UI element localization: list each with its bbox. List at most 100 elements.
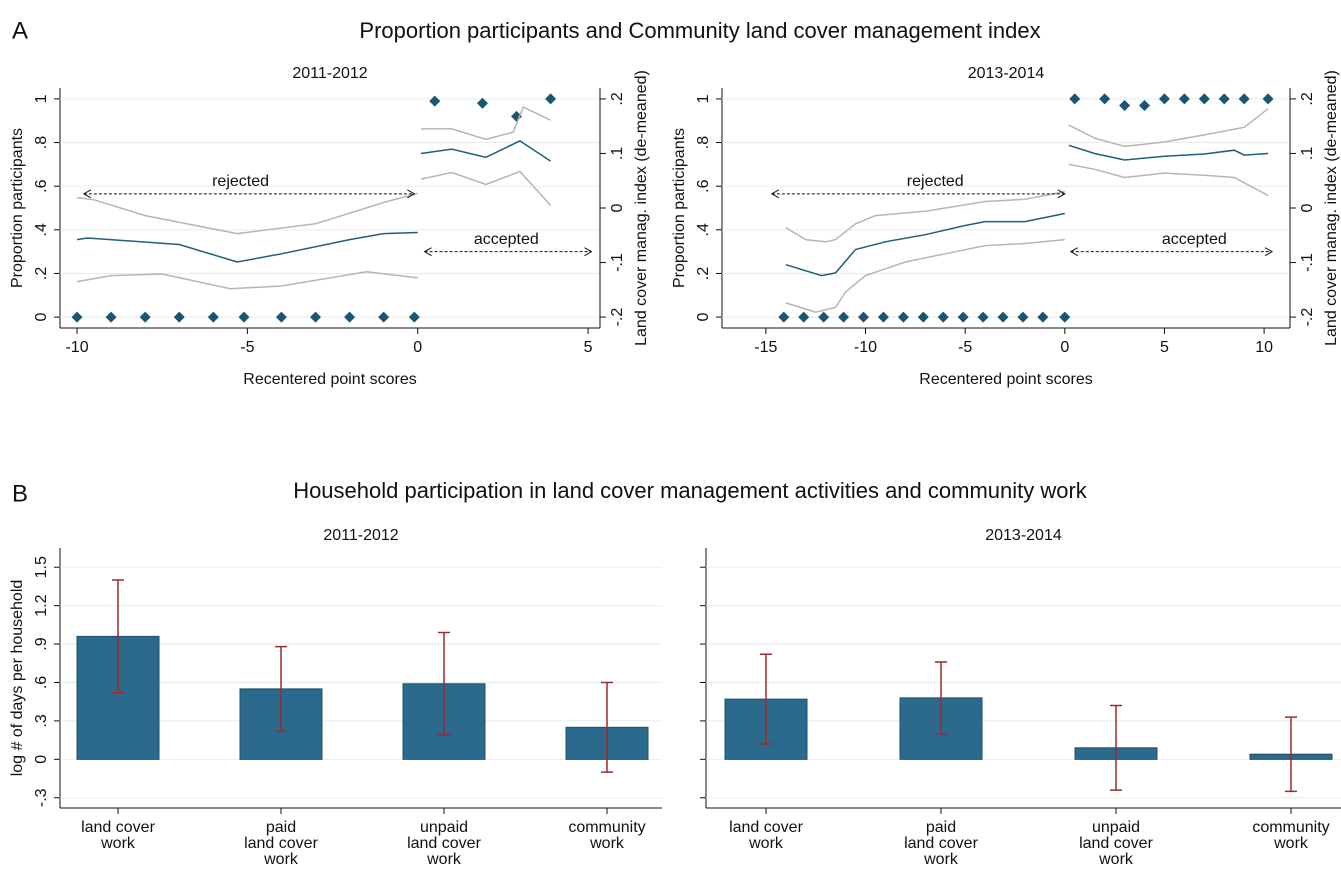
y-axis-label: Proportion participants xyxy=(9,128,26,288)
x-tick-label: land cover xyxy=(729,819,803,836)
y-tick-label: 1 xyxy=(695,94,712,103)
annotation: rejected xyxy=(907,173,964,190)
data-point xyxy=(139,311,151,323)
arrow-head xyxy=(82,189,416,199)
data-point xyxy=(275,311,287,323)
data-point xyxy=(1139,99,1151,111)
section-title: Proportion participants and Community la… xyxy=(359,18,1040,43)
data-point xyxy=(937,311,949,323)
y-tick-label: 1.2 xyxy=(33,594,50,616)
chart-title: 2013-2014 xyxy=(985,527,1062,544)
x-tick-label: unpaid xyxy=(420,819,468,836)
x-tick-label: 10 xyxy=(1255,339,1273,356)
x-tick-label: -15 xyxy=(754,339,777,356)
data-point xyxy=(1198,93,1210,105)
data-point xyxy=(1218,93,1230,105)
data-point xyxy=(1069,93,1081,105)
data-point xyxy=(858,311,870,323)
error-bar xyxy=(438,631,450,736)
section-label: B xyxy=(12,480,28,507)
y-tick-label: 0 xyxy=(33,313,50,322)
y-tick-label: 1 xyxy=(33,94,50,103)
y-tick-label: .6 xyxy=(33,676,50,689)
chart-title: 2011-2012 xyxy=(323,527,398,544)
y-tick-label: 0 xyxy=(695,313,712,322)
y2-tick-label: -.2 xyxy=(1299,308,1316,327)
x-tick-label: community xyxy=(568,819,645,836)
annotation: rejected xyxy=(212,173,269,190)
x-tick-label: -5 xyxy=(240,339,254,356)
data-point xyxy=(838,311,850,323)
y-tick-label: .8 xyxy=(695,136,712,149)
x-tick-label: unpaid xyxy=(1092,819,1140,836)
y-tick-label: .4 xyxy=(33,223,50,236)
x-tick-label: 5 xyxy=(584,339,593,356)
data-point xyxy=(1119,99,1131,111)
data-point xyxy=(877,311,889,323)
x-tick-label: work xyxy=(748,835,784,852)
x-tick-label: land cover xyxy=(904,835,978,852)
y2-tick-label: 0 xyxy=(609,203,626,212)
y2-tick-label: .2 xyxy=(609,92,626,105)
x-tick-label: 0 xyxy=(1060,339,1069,356)
data-point xyxy=(1017,311,1029,323)
error-bar xyxy=(601,681,613,773)
y-tick-label: 0 xyxy=(33,755,50,764)
data-point xyxy=(917,311,929,323)
data-point xyxy=(1238,93,1250,105)
data-point xyxy=(1178,93,1190,105)
y-axis-label: Proportion participants xyxy=(671,128,688,288)
x-axis-label: Recentered point scores xyxy=(243,371,416,388)
y-tick-label: .3 xyxy=(33,714,50,727)
series-line xyxy=(76,170,552,290)
y2-tick-label: 0 xyxy=(1299,203,1316,212)
x-tick-label: work xyxy=(1273,835,1309,852)
y2-tick-label: -.1 xyxy=(1299,253,1316,272)
y-tick-label: .2 xyxy=(695,267,712,280)
series-line xyxy=(785,108,1269,243)
series-line xyxy=(785,163,1269,313)
x-tick-label: work xyxy=(589,835,625,852)
data-point xyxy=(1037,311,1049,323)
y2-tick-label: .1 xyxy=(609,147,626,160)
x-tick-label: work xyxy=(100,835,136,852)
y-tick-label: .4 xyxy=(695,223,712,236)
x-tick-label: work xyxy=(426,851,462,868)
data-point xyxy=(71,311,83,323)
data-point xyxy=(977,311,989,323)
error-bar xyxy=(935,661,947,735)
data-point xyxy=(429,95,441,107)
chart-title: 2013-2014 xyxy=(968,65,1045,82)
data-point xyxy=(897,311,909,323)
x-tick-label: paid xyxy=(266,819,296,836)
annotation: accepted xyxy=(1162,231,1227,248)
y-tick-label: 1.5 xyxy=(33,556,50,578)
annotation: accepted xyxy=(474,231,539,248)
y-tick-label: .8 xyxy=(33,136,50,149)
data-point xyxy=(344,311,356,323)
data-point xyxy=(310,311,322,323)
series-line xyxy=(76,140,552,263)
y2-tick-label: .1 xyxy=(1299,147,1316,160)
y-tick-label: .6 xyxy=(695,179,712,192)
data-point xyxy=(957,311,969,323)
x-tick-label: land cover xyxy=(407,835,481,852)
y2-tick-label: .2 xyxy=(1299,92,1316,105)
data-point xyxy=(818,311,830,323)
x-tick-label: paid xyxy=(926,819,956,836)
error-bar xyxy=(1110,704,1122,791)
chart-title: 2011-2012 xyxy=(292,65,367,82)
x-tick-label: land cover xyxy=(81,819,155,836)
arrow-head xyxy=(423,247,593,257)
y2-tick-label: -.2 xyxy=(609,308,626,327)
x-tick-label: -10 xyxy=(854,339,877,356)
series-line xyxy=(785,144,1269,277)
x-tick-label: 5 xyxy=(1160,339,1169,356)
section-title: Household participation in land cover ma… xyxy=(293,478,1088,503)
x-tick-label: work xyxy=(263,851,299,868)
arrow-head xyxy=(1069,247,1274,257)
data-point xyxy=(207,311,219,323)
error-bar xyxy=(760,653,772,745)
series-line xyxy=(76,106,551,235)
